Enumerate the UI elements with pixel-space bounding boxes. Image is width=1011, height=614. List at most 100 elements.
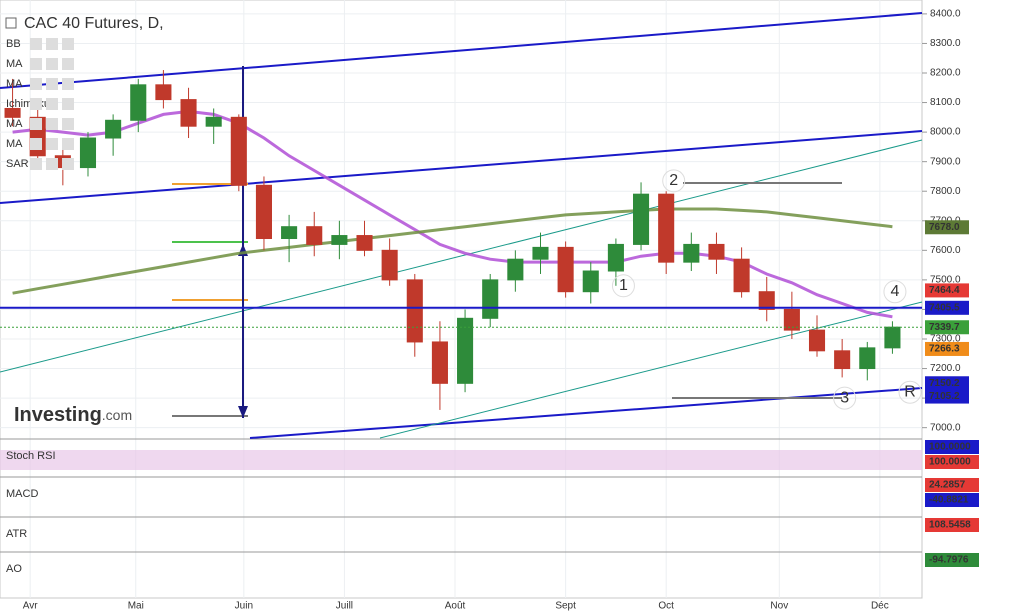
pane-badge	[925, 440, 979, 454]
candle-body	[431, 341, 448, 384]
wave-circle	[898, 380, 922, 404]
candle-body	[105, 119, 122, 139]
x-tick-label: Sept	[555, 601, 576, 612]
indicator-button[interactable]	[46, 118, 58, 130]
indicator-button[interactable]	[62, 78, 74, 90]
indicator-button[interactable]	[62, 58, 74, 70]
x-tick-label: Août	[445, 601, 466, 612]
indicator-button[interactable]	[30, 78, 42, 90]
collapse-icon[interactable]	[5, 17, 17, 29]
indicator-button[interactable]	[62, 98, 74, 110]
price-badge-label: 7150.2	[929, 378, 960, 389]
candle-body	[783, 308, 800, 331]
wave-label: 1	[619, 277, 628, 294]
pane-label: MACD	[6, 488, 38, 500]
trend-line	[0, 130, 923, 204]
indicator-button[interactable]	[46, 98, 58, 110]
wave-circle	[662, 169, 686, 193]
indicator-button[interactable]	[30, 38, 42, 50]
indicator-button[interactable]	[62, 118, 74, 130]
price-badge-label: 7678.0	[929, 222, 960, 233]
stoch-band	[0, 450, 922, 470]
pane-badge-label: 100.0000	[929, 442, 971, 453]
indicator-button[interactable]	[30, 98, 42, 110]
logo-text: Investing	[14, 404, 102, 426]
indicator-button[interactable]	[62, 158, 74, 170]
price-badge	[925, 283, 969, 298]
indicator-button[interactable]	[46, 138, 58, 150]
indicator-button[interactable]	[62, 138, 74, 150]
pane-badge-label: -40.8821	[929, 495, 969, 506]
pane-badge	[925, 455, 979, 469]
indicator-button[interactable]	[30, 158, 42, 170]
y-tick-label: 7600.0	[930, 245, 961, 256]
indicator-button[interactable]	[30, 138, 42, 150]
candle-body	[884, 326, 901, 349]
indicator-label: BB	[6, 38, 21, 50]
x-tick-label: Avr	[23, 601, 38, 612]
arrow-head	[238, 406, 248, 418]
indicator-label: MA	[6, 118, 23, 130]
y-tick-label: 7900.0	[930, 156, 961, 167]
candle-body	[733, 258, 750, 293]
candle-body	[658, 193, 675, 263]
x-tick-label: Juill	[336, 601, 353, 612]
trend-line	[0, 12, 923, 89]
indicator-button[interactable]	[46, 78, 58, 90]
y-tick-label: 8300.0	[930, 38, 961, 49]
y-tick-label: 7200.0	[930, 363, 961, 374]
price-badge-label: 7464.4	[929, 285, 960, 296]
candle-body	[507, 258, 524, 281]
wave-circle	[883, 280, 907, 304]
wave-label: 3	[840, 389, 849, 406]
candle-body	[4, 107, 21, 118]
price-badge	[925, 300, 969, 315]
x-tick-label: Mai	[128, 601, 144, 612]
candle-body	[557, 246, 574, 293]
price-badge-label: 7405.5	[929, 302, 960, 313]
trend-line	[249, 387, 923, 439]
pane-badge-label: 108.5458	[929, 520, 971, 531]
y-tick-label: 8100.0	[930, 97, 961, 108]
indicator-label: SAR	[6, 158, 29, 170]
wave-label: 4	[890, 283, 899, 300]
indicator-button[interactable]	[30, 118, 42, 130]
x-tick-label: Oct	[658, 601, 674, 612]
candle-body	[205, 116, 222, 127]
candle-body	[532, 246, 549, 260]
indicator-button[interactable]	[30, 58, 42, 70]
x-tick-label: Déc	[871, 601, 889, 612]
indicator-button[interactable]	[46, 58, 58, 70]
pane-badge	[925, 518, 979, 532]
pane-badge	[925, 493, 979, 507]
indicator-label: MA	[6, 138, 23, 150]
candle-body	[331, 235, 348, 245]
candle-body	[708, 243, 725, 260]
price-badge-label: 7266.3	[929, 344, 960, 355]
pane-badge	[925, 553, 979, 567]
price-badge	[925, 320, 969, 335]
pane-label: ATR	[6, 528, 27, 540]
indicator-button[interactable]	[62, 38, 74, 50]
candle-body	[582, 270, 599, 293]
indicator-button[interactable]	[46, 158, 58, 170]
chart-title: CAC 40 Futures, D,	[24, 15, 164, 32]
y-tick-label: 8000.0	[930, 127, 961, 138]
y-tick-label: 8400.0	[930, 9, 961, 20]
candle-body	[306, 226, 323, 245]
indicator-label: MA	[6, 58, 23, 70]
channel-line	[0, 139, 923, 373]
price-badge	[925, 220, 969, 235]
x-tick-label: Nov	[770, 601, 788, 612]
candle-body	[79, 137, 97, 169]
y-tick-label: 7300.0	[930, 334, 961, 345]
candle-body	[808, 329, 826, 352]
price-badge-label: 7105.2	[929, 391, 960, 402]
candle-body	[457, 317, 474, 384]
price-badge	[925, 376, 969, 391]
wave-circle	[833, 386, 857, 410]
candle-body	[381, 249, 398, 281]
indicator-button[interactable]	[46, 38, 58, 50]
